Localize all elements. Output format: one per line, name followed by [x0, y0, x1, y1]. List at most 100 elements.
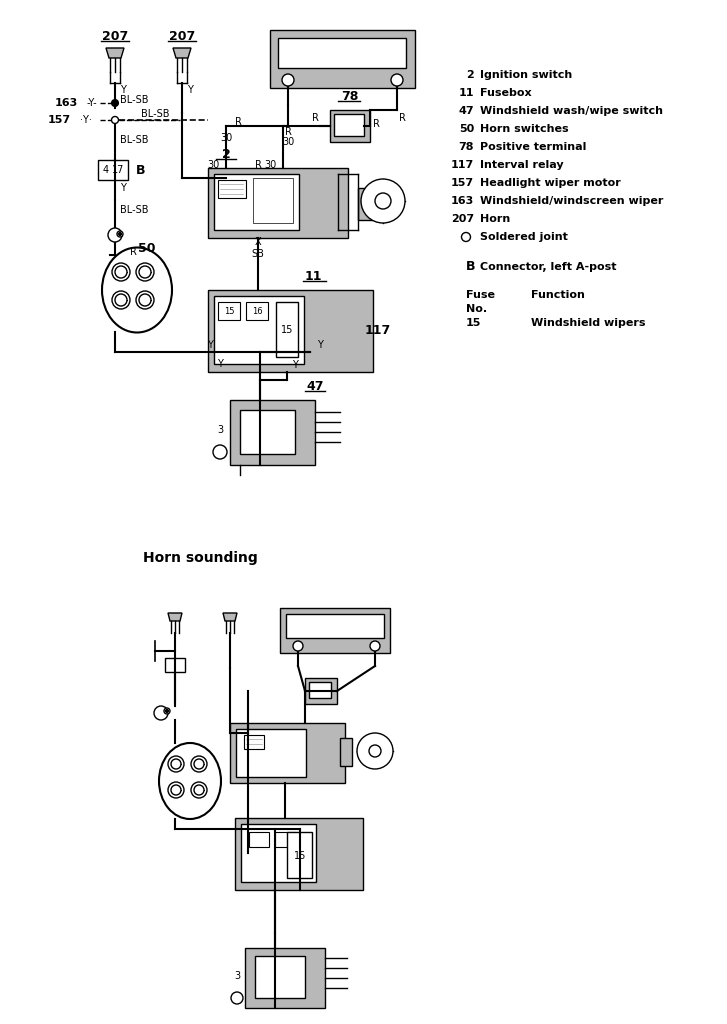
FancyBboxPatch shape	[246, 302, 268, 319]
Circle shape	[357, 733, 393, 769]
FancyBboxPatch shape	[165, 658, 185, 672]
FancyBboxPatch shape	[218, 302, 240, 319]
Text: Y: Y	[207, 340, 213, 350]
Circle shape	[194, 785, 204, 795]
Circle shape	[164, 708, 170, 714]
FancyBboxPatch shape	[230, 400, 315, 465]
Text: 4: 4	[103, 165, 109, 175]
Text: BL-SB: BL-SB	[120, 135, 148, 145]
Text: 15: 15	[281, 325, 293, 335]
Text: Function: Function	[531, 290, 585, 300]
Text: Soldered joint: Soldered joint	[480, 232, 568, 242]
FancyBboxPatch shape	[240, 410, 295, 454]
Text: B: B	[466, 260, 475, 273]
FancyBboxPatch shape	[208, 290, 373, 372]
FancyBboxPatch shape	[309, 682, 331, 698]
Ellipse shape	[159, 743, 221, 819]
FancyBboxPatch shape	[280, 608, 390, 653]
Text: Y: Y	[187, 85, 193, 95]
Text: SB: SB	[252, 249, 265, 259]
Text: BL-SB: BL-SB	[141, 109, 169, 119]
Text: ·Y·: ·Y·	[80, 115, 92, 125]
Circle shape	[462, 232, 470, 242]
FancyBboxPatch shape	[171, 614, 179, 617]
Text: Connector, left A-post: Connector, left A-post	[480, 262, 616, 272]
Text: 15: 15	[224, 306, 234, 315]
Circle shape	[282, 74, 294, 86]
FancyBboxPatch shape	[253, 178, 293, 223]
Text: 3: 3	[234, 971, 240, 981]
FancyBboxPatch shape	[177, 49, 187, 54]
FancyBboxPatch shape	[286, 614, 384, 638]
Circle shape	[119, 232, 121, 236]
Polygon shape	[106, 48, 124, 58]
Text: R: R	[284, 127, 292, 137]
Text: Headlight wiper motor: Headlight wiper motor	[480, 178, 621, 188]
Text: R: R	[372, 119, 379, 129]
Text: Interval relay: Interval relay	[480, 160, 563, 170]
FancyBboxPatch shape	[287, 831, 312, 878]
FancyBboxPatch shape	[226, 614, 234, 617]
FancyBboxPatch shape	[214, 174, 299, 230]
Text: 207: 207	[169, 30, 195, 43]
Circle shape	[191, 756, 207, 772]
Text: Y: Y	[292, 360, 298, 370]
Circle shape	[194, 759, 204, 769]
Text: 3: 3	[217, 425, 223, 435]
FancyBboxPatch shape	[208, 168, 348, 238]
Circle shape	[115, 266, 127, 278]
Circle shape	[139, 266, 151, 278]
FancyBboxPatch shape	[241, 824, 316, 882]
Circle shape	[231, 992, 243, 1004]
Text: 207: 207	[451, 214, 474, 224]
FancyBboxPatch shape	[278, 38, 406, 68]
Text: 30: 30	[207, 160, 219, 170]
Text: 117: 117	[365, 324, 391, 337]
Text: Y: Y	[120, 85, 126, 95]
FancyBboxPatch shape	[110, 49, 120, 54]
Circle shape	[111, 117, 119, 124]
Text: 47: 47	[459, 106, 474, 116]
Text: Windshield wash/wipe switch: Windshield wash/wipe switch	[480, 106, 663, 116]
Circle shape	[370, 641, 380, 651]
Circle shape	[361, 179, 405, 223]
FancyBboxPatch shape	[98, 160, 128, 180]
Text: -Y-: -Y-	[87, 98, 97, 108]
Text: R: R	[235, 117, 241, 127]
Circle shape	[369, 745, 381, 757]
Circle shape	[171, 785, 181, 795]
Text: R: R	[254, 160, 262, 170]
FancyBboxPatch shape	[214, 296, 304, 364]
Text: 163: 163	[55, 98, 79, 108]
Text: Y: Y	[317, 340, 323, 350]
Text: R: R	[312, 113, 318, 123]
Text: 17: 17	[112, 165, 124, 175]
Text: 117: 117	[451, 160, 474, 170]
FancyBboxPatch shape	[305, 678, 337, 705]
Text: Horn switches: Horn switches	[480, 124, 569, 134]
Text: Windshield/windscreen wiper: Windshield/windscreen wiper	[480, 196, 663, 206]
Circle shape	[213, 445, 227, 459]
Circle shape	[375, 193, 391, 209]
Circle shape	[136, 263, 154, 281]
Circle shape	[115, 294, 127, 306]
Text: 11: 11	[305, 269, 322, 283]
Text: Horn: Horn	[480, 214, 510, 224]
Text: 15: 15	[466, 318, 481, 328]
FancyBboxPatch shape	[275, 831, 295, 847]
Circle shape	[111, 99, 119, 106]
FancyBboxPatch shape	[270, 30, 415, 88]
Text: 15: 15	[294, 851, 306, 861]
Text: Windshield wipers: Windshield wipers	[531, 318, 646, 328]
Text: Positive terminal: Positive terminal	[480, 142, 587, 152]
Text: 163: 163	[451, 196, 474, 206]
Text: Fusebox: Fusebox	[480, 88, 531, 98]
Circle shape	[191, 782, 207, 798]
FancyBboxPatch shape	[244, 735, 264, 749]
Text: 47: 47	[306, 380, 324, 392]
FancyBboxPatch shape	[235, 818, 363, 890]
FancyBboxPatch shape	[358, 188, 373, 220]
FancyBboxPatch shape	[218, 180, 246, 198]
Circle shape	[112, 263, 130, 281]
FancyBboxPatch shape	[330, 110, 370, 142]
